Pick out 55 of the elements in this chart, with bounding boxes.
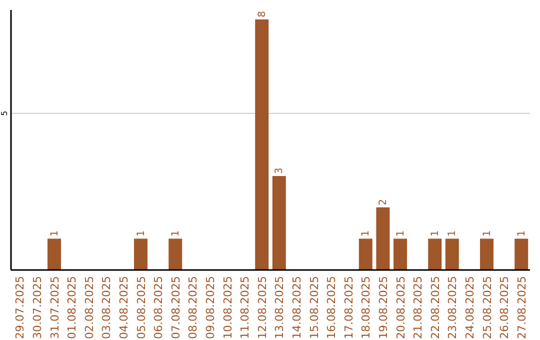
bar (376, 207, 390, 270)
x-tick-label: 26.08.2025 (498, 276, 512, 339)
data-label: 1 (430, 230, 441, 237)
bar (394, 238, 407, 270)
x-tick-label: 13.08.2025 (273, 276, 286, 339)
data-label: 1 (482, 230, 493, 237)
bar (255, 19, 269, 270)
bar (272, 176, 286, 270)
x-tick-label: 27.08.2025 (515, 276, 528, 339)
bar (168, 238, 182, 270)
x-tick-label: 11.08.2025 (238, 276, 252, 339)
x-tick-label: 24.08.2025 (463, 276, 476, 339)
data-label: 1 (136, 230, 147, 237)
data-label: 8 (256, 11, 268, 18)
x-tick-label: 18.08.2025 (360, 276, 373, 339)
data-label: 3 (274, 168, 286, 174)
bar (48, 238, 61, 270)
x-tick-label: 22.08.2025 (428, 276, 442, 339)
x-tick-label: 31.07.2025 (48, 276, 62, 339)
x-tick-label: 14.08.2025 (290, 276, 304, 339)
x-tick-label: 30.07.2025 (30, 276, 44, 339)
x-tick-label: 19.08.2025 (376, 276, 390, 339)
x-tick-label: 10.08.2025 (221, 276, 234, 339)
x-tick-label: 02.08.2025 (82, 276, 96, 339)
x-tick-label: 23.08.2025 (446, 276, 460, 339)
x-tick-label: 17.08.2025 (342, 276, 356, 339)
bar (445, 238, 459, 270)
data-label: 1 (516, 230, 528, 237)
data-label: 1 (170, 230, 182, 237)
bar (514, 238, 528, 270)
bar (358, 238, 372, 270)
x-tick-label: 08.08.2025 (186, 276, 200, 339)
data-label: 1 (447, 230, 458, 237)
x-tick-label: 25.08.2025 (480, 276, 494, 339)
bar (428, 238, 442, 270)
data-label: 1 (395, 230, 406, 237)
x-tick-label: 03.08.2025 (100, 276, 114, 339)
x-tick-label: 07.08.2025 (169, 276, 182, 339)
x-tick-label: 29.07.2025 (14, 276, 27, 339)
bar (134, 238, 148, 270)
y-tick-label: 5 (0, 110, 9, 116)
x-tick-label: 05.08.2025 (134, 276, 148, 339)
x-tick-label: 20.08.2025 (394, 276, 408, 339)
data-label: 1 (49, 230, 60, 237)
x-tick-label: 16.08.2025 (325, 276, 338, 339)
x-tick-label: 21.08.2025 (412, 276, 425, 339)
x-tick-label: 15.08.2025 (308, 276, 321, 339)
x-tick-label: 06.08.2025 (152, 276, 166, 339)
x-tick-label: 01.08.2025 (66, 276, 79, 339)
data-label: 2 (378, 198, 389, 206)
data-label: 1 (360, 230, 372, 237)
x-tick-label: 04.08.2025 (117, 276, 130, 339)
bar (480, 238, 494, 270)
x-tick-label: 09.08.2025 (204, 276, 217, 339)
x-tick-label: 12.08.2025 (256, 276, 269, 339)
